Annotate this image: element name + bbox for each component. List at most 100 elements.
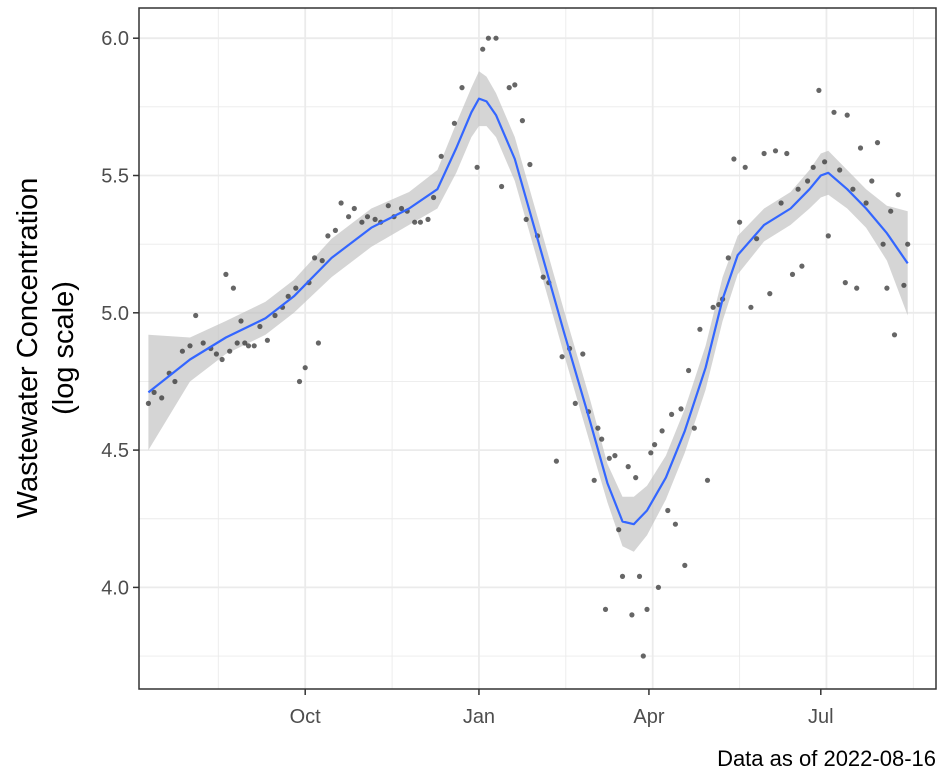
- data-point: [854, 285, 860, 291]
- major-gridlines: [139, 8, 936, 689]
- data-point: [778, 200, 784, 206]
- data-point: [296, 378, 303, 385]
- data-point: [672, 521, 679, 527]
- data-point: [837, 167, 843, 173]
- data-point: [315, 340, 321, 346]
- data-point: [351, 205, 357, 212]
- data-point: [825, 233, 831, 239]
- data-point: [493, 35, 499, 41]
- data-point: [293, 285, 299, 291]
- chart-caption: Data as of 2022-08-16: [717, 746, 936, 771]
- data-point: [697, 326, 703, 332]
- data-point: [438, 153, 444, 159]
- data-point: [523, 216, 529, 222]
- data-point: [219, 356, 225, 363]
- confidence-ribbon: [148, 71, 908, 552]
- data-point: [857, 145, 864, 151]
- data-point: [863, 200, 869, 206]
- y-axis-title-line-1: Wastewater Concentration: [12, 178, 44, 519]
- data-point: [704, 477, 711, 483]
- data-point: [644, 606, 650, 613]
- data-point: [691, 425, 697, 431]
- data-point: [629, 612, 635, 618]
- x-tick-label: Oct: [290, 706, 322, 728]
- data-point: [238, 318, 244, 324]
- data-point: [737, 219, 743, 225]
- data-point: [200, 340, 206, 346]
- data-point: [412, 219, 418, 225]
- data-point: [599, 436, 605, 442]
- data-points: [145, 35, 911, 659]
- data-point: [179, 348, 185, 354]
- data-point: [652, 442, 658, 448]
- data-point: [480, 46, 486, 52]
- y-tick-label: 4.5: [101, 440, 129, 462]
- data-point: [572, 400, 578, 406]
- data-point: [431, 194, 437, 201]
- data-point: [346, 214, 352, 220]
- data-point: [245, 343, 252, 349]
- data-point: [223, 271, 229, 277]
- data-point: [527, 161, 533, 168]
- data-point: [895, 192, 901, 198]
- data-point: [880, 241, 886, 247]
- data-point: [319, 258, 325, 264]
- data-point: [257, 323, 263, 330]
- data-point: [417, 219, 423, 225]
- data-point: [789, 271, 796, 277]
- data-point: [784, 150, 790, 157]
- data-point: [822, 159, 828, 165]
- data-point: [272, 312, 278, 319]
- data-point: [616, 527, 622, 533]
- y-tick-labels: 4.0 4.5 5.0 5.5 6.0: [101, 28, 129, 599]
- data-point: [372, 216, 378, 222]
- data-point: [831, 109, 837, 115]
- data-point: [519, 118, 526, 124]
- x-tick-label: Jan: [463, 706, 495, 728]
- data-point: [888, 208, 894, 214]
- data-point: [636, 573, 643, 580]
- data-point: [251, 343, 257, 349]
- data-point: [151, 389, 157, 395]
- data-point: [905, 241, 911, 247]
- data-point: [559, 354, 565, 360]
- data-point: [213, 351, 219, 357]
- data-point: [761, 150, 767, 157]
- y-axis-title-line-2: (log scale): [48, 281, 80, 415]
- data-point: [659, 428, 665, 434]
- y-tick-label: 5.0: [101, 303, 129, 325]
- data-point: [612, 453, 618, 459]
- data-point: [874, 140, 881, 146]
- data-point: [540, 274, 546, 280]
- data-point: [359, 219, 365, 225]
- data-point: [230, 285, 236, 291]
- x-tick-label: Apr: [633, 706, 664, 728]
- data-point: [234, 340, 240, 346]
- panel-border: [138, 7, 937, 690]
- data-point: [678, 406, 684, 412]
- data-point: [512, 82, 518, 88]
- data-point: [633, 475, 639, 481]
- x-tick-label: Jul: [808, 706, 834, 728]
- data-point: [795, 186, 801, 192]
- data-point: [844, 112, 850, 118]
- data-point: [850, 186, 856, 192]
- data-point: [619, 573, 626, 580]
- data-point: [669, 411, 675, 417]
- data-point: [842, 280, 848, 286]
- data-point: [159, 395, 165, 401]
- data-point: [640, 653, 646, 659]
- data-point: [227, 348, 233, 354]
- data-point: [580, 351, 586, 357]
- data-point: [748, 304, 754, 310]
- data-point: [172, 378, 178, 385]
- data-point: [187, 343, 193, 349]
- data-point: [459, 85, 465, 91]
- data-point: [485, 35, 491, 41]
- data-point: [553, 458, 560, 464]
- data-point: [385, 203, 391, 209]
- data-point: [451, 120, 457, 126]
- data-point: [302, 365, 308, 371]
- axis-ticks: [133, 37, 822, 695]
- x-tick-labels: Oct Jan Apr Jul: [290, 706, 834, 728]
